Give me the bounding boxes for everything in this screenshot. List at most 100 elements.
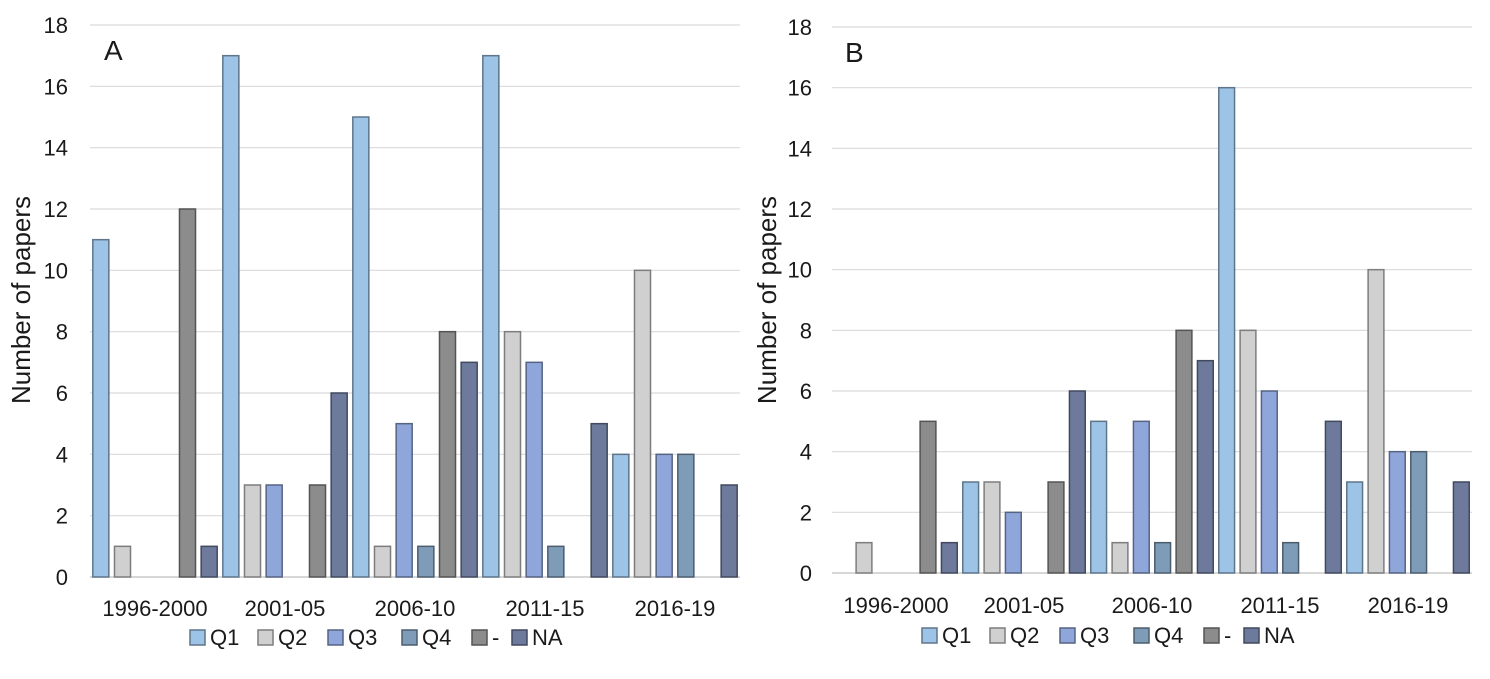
bar-Q3-5 [1388, 450, 1406, 574]
x-tick-label: 2016-19 [635, 596, 716, 621]
legend-label: Q2 [278, 625, 307, 650]
y-tick-label: 12 [44, 197, 68, 222]
x-tick-label: 2006-10 [375, 596, 456, 621]
legend-label: NA [532, 625, 563, 650]
bar-Q3-2 [1004, 511, 1022, 574]
x-tick-label: 2001-05 [984, 593, 1065, 618]
y-tick-label: 4 [800, 440, 812, 465]
x-tick-label: 2011-15 [505, 596, 584, 621]
x-tick-label: 1996-2000 [843, 593, 948, 618]
y-tick-label: 18 [44, 13, 68, 38]
bar-Q1-3 [352, 116, 370, 578]
bar-Q1-5 [612, 453, 630, 578]
bar-Q4-4 [547, 545, 565, 578]
legend-swatch [921, 627, 938, 644]
x-tick-label: 2001-05 [245, 596, 326, 621]
legend-label: NA [1264, 623, 1295, 648]
y-axis-label: Number of papers [752, 196, 782, 404]
bar-NA-4 [1324, 420, 1342, 574]
y-tick-label: 6 [800, 379, 812, 404]
bar-NA-5 [720, 484, 738, 578]
legend-swatch [1133, 627, 1150, 644]
bar-Q2-1 [113, 545, 132, 578]
bar-Q3-3 [1132, 420, 1150, 574]
bar-Q3-2 [265, 484, 283, 578]
legend-label: Q4 [1154, 623, 1183, 648]
x-tick-label: 2006-10 [1112, 593, 1193, 618]
legend-label: Q1 [210, 625, 239, 650]
bar-NA-3 [1196, 359, 1214, 574]
bar-Q2-5 [1367, 268, 1385, 574]
legend-swatch [257, 629, 274, 646]
y-tick-label: 14 [44, 136, 68, 161]
y-tick-label: 0 [800, 561, 812, 586]
bar-Q3-4 [1260, 390, 1278, 574]
y-tick-label: 10 [788, 258, 812, 283]
legend-label: Q2 [1010, 623, 1039, 648]
bar--1 [178, 208, 197, 578]
bar-NA-5 [1452, 481, 1470, 574]
bar-Q4-5 [677, 453, 695, 578]
y-axis-label: Number of papers [6, 196, 36, 404]
bar-Q2-4 [1239, 329, 1257, 574]
legend-label: - [1224, 623, 1231, 648]
y-tick-label: 12 [788, 197, 812, 222]
bar--3 [1175, 329, 1193, 574]
y-tick-label: 0 [56, 565, 68, 590]
bar-NA-2 [330, 392, 348, 578]
y-tick-label: 2 [800, 500, 812, 525]
y-tick-label: 8 [800, 318, 812, 343]
legend-swatch [327, 629, 344, 646]
legend-swatch [1059, 627, 1076, 644]
bar--1 [919, 420, 937, 574]
legend-label: - [492, 625, 499, 650]
y-tick-label: 8 [56, 320, 68, 345]
bar-NA-4 [590, 422, 608, 578]
y-tick-label: 10 [44, 258, 68, 283]
bar-Q3-5 [655, 453, 673, 578]
y-tick-label: 2 [56, 504, 68, 529]
y-tick-label: 14 [788, 136, 812, 161]
bar-Q4-5 [1410, 450, 1428, 574]
legend-swatch [471, 629, 488, 646]
y-tick-label: 16 [44, 74, 68, 99]
legend-swatch [1243, 627, 1260, 644]
legend-swatch [401, 629, 418, 646]
legend-swatch [511, 629, 528, 646]
bar-Q1-5 [1346, 481, 1364, 574]
bar--3 [438, 330, 457, 578]
bar-NA-1 [200, 545, 218, 578]
panel-label: B [845, 37, 864, 68]
legend-swatch [1203, 627, 1220, 644]
bar-Q2-5 [633, 269, 652, 578]
bar-Q2-2 [983, 481, 1001, 574]
bar-NA-1 [940, 541, 958, 574]
bar-Q2-2 [243, 484, 262, 578]
bar-Q2-1 [855, 541, 873, 574]
bar-Q4-3 [417, 545, 435, 578]
legend-swatch [989, 627, 1006, 644]
bar-NA-3 [460, 361, 478, 578]
bar-Q4-4 [1282, 541, 1300, 574]
bar-Q1-4 [1218, 86, 1236, 574]
bar-Q3-4 [525, 361, 543, 578]
chart-panel-a: 0 2 4 6 8 10 12 14 16 18 Number of papers A 1996-200… [6, 13, 740, 650]
legend-label: Q4 [422, 625, 451, 650]
legend-label: Q1 [942, 623, 971, 648]
bar--2 [1047, 481, 1065, 574]
bar-Q1-4 [482, 54, 500, 578]
bar-Q2-3 [1111, 541, 1129, 574]
x-tick-label: 1996-2000 [102, 596, 207, 621]
panel-label: A [104, 35, 123, 66]
x-tick-label: 2011-15 [1240, 593, 1319, 618]
bar-Q3-3 [395, 422, 413, 578]
bar-Q1-3 [1090, 420, 1108, 574]
bar--2 [308, 484, 327, 578]
y-tick-label: 18 [788, 15, 812, 40]
legend-label: Q3 [348, 625, 377, 650]
bar-Q1-2 [222, 54, 240, 578]
bar-Q2-4 [503, 330, 522, 578]
y-tick-label: 16 [788, 76, 812, 101]
